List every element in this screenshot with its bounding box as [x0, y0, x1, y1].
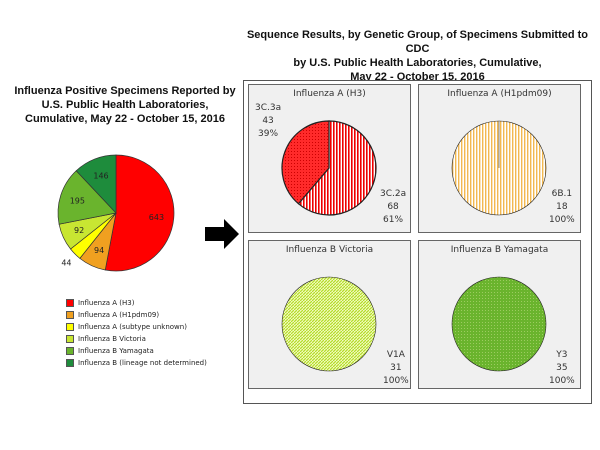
panel-b-victoria: Influenza B Victoria V1A 31 100%: [248, 240, 411, 389]
legend-label: Influenza B (lineage not determined): [78, 359, 207, 367]
pie-h3: [281, 120, 377, 216]
count: 43: [262, 116, 274, 126]
slice-label-3c2a: 3C.2a 68 61%: [380, 188, 406, 227]
panel-title: Influenza B Victoria: [285, 245, 374, 255]
legend-item: Influenza A (subtype unknown): [66, 321, 207, 333]
legend-swatch: [66, 299, 74, 307]
label: 6B.1: [551, 189, 573, 199]
legend-item: Influenza A (H3): [66, 297, 207, 309]
data-label: 195: [70, 197, 85, 206]
legend-label: Influenza B Victoria: [78, 335, 146, 343]
label: 3C.2a: [380, 189, 407, 199]
panel-h1pdm09: Influenza A (H1pdm09) 6B.1 18 100%: [418, 84, 581, 233]
pie-slice: [75, 154, 117, 214]
pie-slice: [281, 120, 330, 205]
panel-h3: Influenza A (H3) 3C.3a 43 39% 3C.2a 68 61%: [248, 84, 411, 233]
pie-slice: [58, 212, 117, 250]
panel-title: Influenza A (H1pdm09): [447, 89, 552, 99]
legend-label: Influenza A (H1pdm09): [78, 311, 160, 319]
right-chart-title: Sequence Results, by Genetic Group, of S…: [245, 28, 590, 84]
pie-slice: [70, 212, 117, 259]
pie-slice: [281, 276, 377, 372]
panel-b-yamagata: Influenza B Yamagata Y3 35 100%: [418, 240, 581, 389]
arrow-icon: [205, 219, 239, 249]
sequence-results-frame: Influenza A (H3) 3C.3a 43 39% 3C.2a 68 61% I…: [243, 80, 592, 404]
data-label: 146: [93, 171, 108, 180]
legend-swatch: [66, 335, 74, 343]
legend-swatch: [66, 359, 74, 367]
label: 3C.3a: [255, 103, 282, 113]
slice-label-3c3a: 3C.3a 43 39%: [255, 102, 281, 141]
legend-item: Influenza B Victoria: [66, 333, 207, 345]
panel-title: Influenza A (H3): [293, 89, 366, 99]
legend-item: Influenza B Yamagata: [66, 345, 207, 357]
pie-slice: [451, 276, 547, 372]
count: 18: [556, 202, 568, 212]
percent: 100%: [549, 376, 575, 386]
label: V1A: [386, 350, 405, 360]
legend-label: Influenza A (H3): [78, 299, 135, 307]
legend-item: Influenza A (H1pdm09): [66, 309, 207, 321]
percent: 61%: [383, 215, 404, 225]
percent: 39%: [258, 129, 279, 139]
data-label: 44: [61, 258, 71, 267]
pie-slice: [79, 212, 117, 271]
legend-swatch: [66, 323, 74, 331]
title-line: Cumulative, May 22 - October 15, 2016: [25, 113, 225, 125]
title-line: Influenza Positive Specimens Reported by: [14, 85, 236, 97]
title-line: Sequence Results, by Genetic Group, of S…: [246, 29, 589, 55]
slice-label-6b1: 6B.1 18 100%: [549, 188, 575, 227]
pie-slice: [104, 154, 175, 272]
percent: 100%: [383, 376, 409, 386]
title-line: U.S. Public Health Laboratories,: [41, 99, 209, 111]
pie-h1pdm09: [451, 120, 547, 216]
pie-slice: [297, 120, 377, 216]
pie-b-yamagata: [451, 276, 547, 372]
data-label: 94: [94, 246, 104, 255]
count: 35: [556, 363, 568, 373]
pie-b-victoria: [281, 276, 377, 372]
legend-item: Influenza B (lineage not determined): [66, 357, 207, 369]
title-line: by U.S. Public Health Laboratories, Cumu…: [293, 57, 542, 69]
left-chart-title: Influenza Positive Specimens Reported by…: [5, 84, 245, 126]
percent: 100%: [549, 215, 575, 225]
data-label: 643: [149, 213, 164, 222]
legend-swatch: [66, 347, 74, 355]
count: 31: [390, 363, 402, 373]
slice-label-v1a: V1A 31 100%: [383, 349, 409, 388]
legend-label: Influenza A (subtype unknown): [78, 323, 187, 331]
label: Y3: [556, 350, 568, 360]
count: 68: [387, 202, 399, 212]
pie-slice: [57, 170, 117, 225]
legend-label: Influenza B Yamagata: [78, 347, 154, 355]
legend-swatch: [66, 311, 74, 319]
legend: Influenza A (H3) Influenza A (H1pdm09) Inf…: [66, 297, 207, 369]
data-label: 92: [74, 226, 84, 235]
panel-title: Influenza B Yamagata: [450, 245, 549, 255]
slice-label-y3: Y3 35 100%: [549, 349, 575, 388]
